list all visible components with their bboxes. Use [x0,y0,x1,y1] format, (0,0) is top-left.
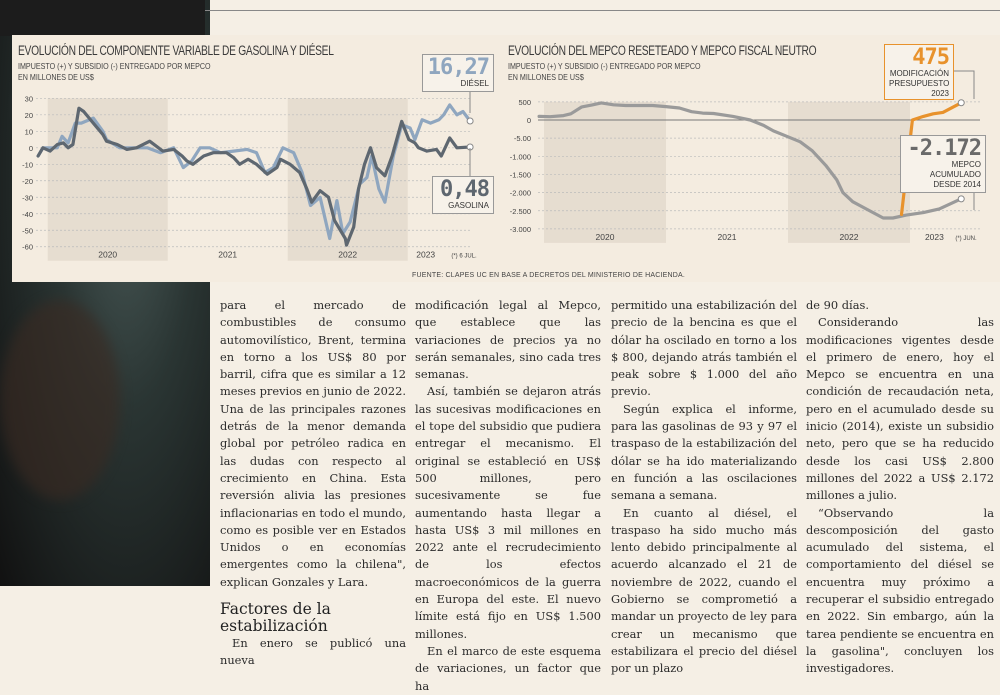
chart2-date-note: (*) JUN. [955,236,977,242]
paragraph: de 90 días. [806,298,869,312]
chart1-year-shade [47,98,168,261]
mepco-callout: -2.172 MEPCO ACUMULADO DESDE 2014 [900,135,986,193]
photo-blur [0,300,120,500]
chart1-xtick-label: 2023 [416,250,435,260]
charts-canvas: 30 20 10 0 -10 -20 -30 -40 -50 -60 2020 2021 2022 202… [22,70,980,261]
chart2-series-1-line [537,101,963,220]
chart2-year-shade [544,101,666,243]
chart1-ytick-label: 30 [25,94,33,103]
paragraph: permitido una estabilización del precio … [611,298,797,399]
chart2-ytick-label: -1.500 [510,170,531,179]
chart1-ytick-label: 0 [29,144,33,153]
chart1-subtitle-line: IMPUESTO (+) Y SUBSIDIO (-) ENTREGADO PO… [18,61,211,71]
gasolina-callout: 0,48 GASOLINA [432,176,494,214]
article-subheading: Factores de la estabilización [220,600,331,636]
header-rule [205,10,1000,11]
paragraph: Así, también se dejaron atrás las sucesi… [415,384,601,641]
chart1-series-2-line [36,106,472,247]
paragraph: En cuanto al diésel, el traspaso ha sido… [611,505,797,676]
diesel-value: 16,27 [427,55,490,80]
article-column-1: para el mercado de combustibles de consu… [220,297,406,670]
chart1-ytick-label: -60 [22,243,33,252]
mepco-value: -2.172 [907,136,982,161]
chart2-xtick-label: 2021 [718,232,737,242]
paragraph: para el mercado de combustibles de consu… [220,298,406,589]
chart1-xtick-label: 2022 [338,250,357,260]
mepco-label: MEPCO ACUMULADO DESDE 2014 [929,160,981,189]
chart1-subtitle-line: EN MILLONES DE US$ [18,72,94,82]
presupuesto-leader-line [954,70,975,99]
chart2-ytick-label: -1.000 [510,152,531,161]
chart2-xtick-label: 2022 [840,232,859,242]
chart1-title: EVOLUCIÓN DEL COMPONENTE VARIABLE DE GAS… [18,43,334,58]
chart2-ytick-label: -2.500 [510,207,531,216]
presupuesto-value: 475 [912,45,950,70]
chart1-xtick-label: 2021 [218,250,237,260]
gasolina-label: GASOLINA [448,201,489,210]
chart1-ytick-label: -40 [22,210,33,219]
gasolina-value: 0,48 [440,177,490,202]
chart1-xtick-label: 2020 [98,250,117,260]
paragraph: modificación legal al Mepco, que estable… [415,298,601,382]
chart2-series-2-end-marker [957,99,965,107]
paragraph: Considerando las modificaciones vigentes… [806,315,994,503]
paragraph: En el marco de este esquema de variacion… [415,643,601,693]
chart1-ytick-label: 20 [25,111,33,120]
chart1-ytick-label: -30 [22,193,33,202]
diesel-callout: 16,27 DIÉSEL [422,54,494,92]
diesel-label: DIÉSEL [460,79,489,88]
top-dark-bar [0,0,205,36]
paragraph: “Observando la descomposición del gasto … [806,505,994,676]
infographic-panel: 30 20 10 0 -10 -20 -30 -40 -50 -60 2020 2021 2022 202… [12,35,1000,282]
chart2-title: EVOLUCIÓN DEL MEPCO RESETEADO Y MEPCO FI… [508,43,817,58]
chart2-ytick-label: -2.000 [510,189,531,198]
chart2-subtitle-line: EN MILLONES DE US$ [508,72,584,82]
paragraph: Según explica el informe, para las gasol… [611,401,797,503]
chart1-ytick-label: 10 [25,127,33,136]
chart2-ytick-label: 500 [518,98,531,107]
chart2-xtick-label: 2023 [925,232,944,242]
chart1-date-note: (*) 6 JUL. [451,254,477,260]
chart1-subtitle: IMPUESTO (+) Y SUBSIDIO (-) ENTREGADO PO… [18,61,211,83]
chart2-series-1-end-marker [957,195,965,203]
chart2-ytick-label: -5.00 [514,134,531,143]
chart2-subtitle: IMPUESTO (+) Y SUBSIDIO (-) ENTREGADO PO… [508,61,701,83]
chart1-ytick-label: -50 [22,226,33,235]
chart2-xtick-label: 2020 [596,232,615,242]
chart1-ytick-label: -20 [22,177,33,186]
paragraph: En enero se publicó una nueva [220,636,406,668]
article-column-3: permitido una estabilización del precio … [611,297,797,678]
presupuesto-label: MODIFICACIÓN PRESUPUESTO 2023 [889,69,950,98]
source-note: FUENTE: CLAPES UC EN BASE A DECRETOS DEL… [412,272,686,279]
chart2-ytick-label: -3.000 [510,225,531,234]
presupuesto-callout: 475 MODIFICACIÓN PRESUPUESTO 2023 [884,44,954,100]
chart2-subtitle-line: IMPUESTO (+) Y SUBSIDIO (-) ENTREGADO PO… [508,61,701,71]
article-column-4: de 90 días. Considerando las modificacio… [806,297,994,678]
chart2-ytick-label: 0 [527,116,531,125]
chart1-ytick-label: -10 [22,160,33,169]
chart1-series-1-end-marker [466,117,474,125]
article-column-2: modificación legal al Mepco, que estable… [415,297,601,695]
chart2-year-shade [788,101,910,243]
